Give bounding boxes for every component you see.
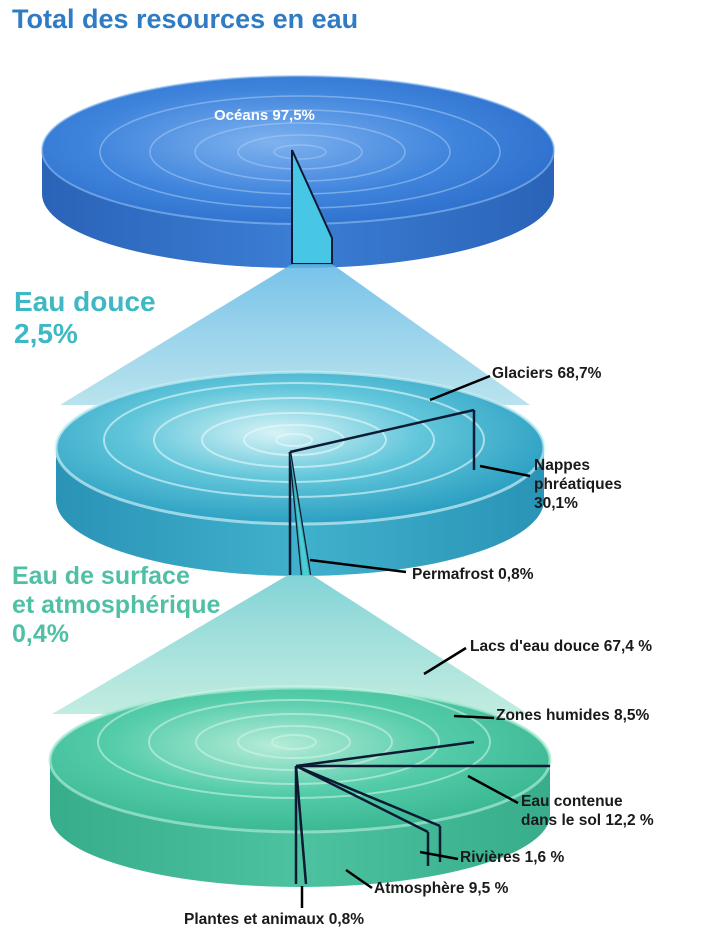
surface-water-disc xyxy=(48,685,552,887)
fresh-water-heading-line1: Eau douce xyxy=(14,286,156,317)
lakes-label: Lacs d'eau douce 67,4 % xyxy=(470,638,653,655)
rivers-label: Rivières 1,6 % xyxy=(460,849,565,866)
soil-moisture-label-line1: Eau contenue xyxy=(521,793,623,810)
groundwater-label-line2: phréatiques xyxy=(534,476,622,493)
surface-water-heading-line3: 0,4% xyxy=(12,620,69,648)
fresh-water-heading: Eau douce 2,5% xyxy=(14,286,156,350)
surface-water-heading: Eau de surface et atmosphérique 0,4% xyxy=(12,562,220,649)
groundwater-label-line1: Nappes xyxy=(534,457,590,474)
fresh-water-heading-line2: 2,5% xyxy=(14,318,78,349)
total-water-disc xyxy=(41,75,555,268)
surface-water-heading-line1: Eau de surface xyxy=(12,562,190,590)
oceans-label: Océans 97,5% xyxy=(214,107,315,124)
permafrost-label: Permafrost 0,8% xyxy=(412,566,534,583)
page-title: Total des resources en eau xyxy=(12,4,359,34)
groundwater-label: Nappes phréatiques 30,1% xyxy=(534,456,674,513)
soil-moisture-label-line2: dans le sol 12,2 % xyxy=(521,812,654,829)
wetlands-label: Zones humides 8,5% xyxy=(496,707,650,724)
plants-animals-label: Plantes et animaux 0,8% xyxy=(184,911,365,928)
leader-lines xyxy=(300,374,531,908)
surface-water-heading-line2: et atmosphérique xyxy=(12,591,221,619)
projection-cone-surface xyxy=(52,575,528,714)
soil-moisture-label: Eau contenue dans le sol 12,2 % xyxy=(521,792,721,830)
fresh-water-disc xyxy=(54,370,546,576)
atmosphere-label: Atmosphère 9,5 % xyxy=(374,880,509,897)
projection-cone-fresh xyxy=(60,264,530,405)
glaciers-label: Glaciers 68,7% xyxy=(492,365,602,382)
groundwater-label-line3: 30,1% xyxy=(534,495,578,512)
